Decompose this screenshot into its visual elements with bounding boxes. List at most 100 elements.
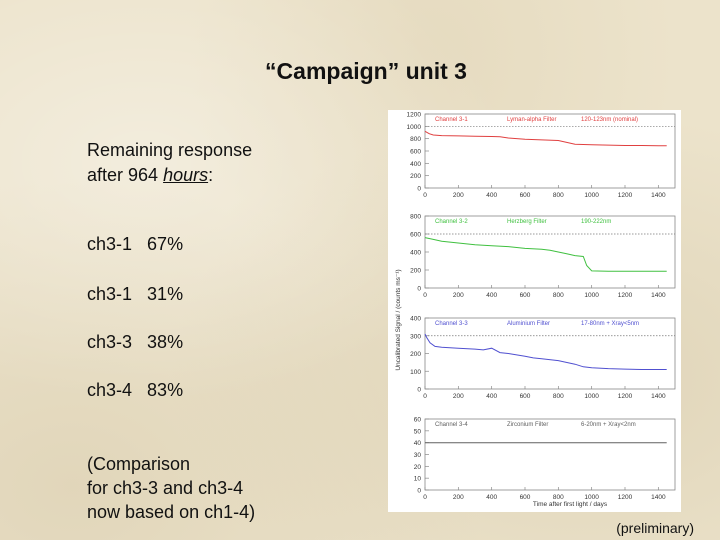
response-channel: ch3-3 — [87, 332, 133, 352]
panel-filter-label: Zirconium Filter — [507, 422, 548, 428]
y-tick-label: 400 — [410, 161, 421, 168]
x-tick-label: 600 — [520, 192, 531, 199]
y-tick-label: 40 — [414, 440, 422, 447]
x-tick-label: 0 — [423, 192, 427, 199]
y-tick-label: 0 — [417, 488, 421, 495]
y-tick-label: 200 — [410, 173, 421, 180]
response-row-1: ch3-1 67% — [87, 234, 183, 255]
x-tick-label: 200 — [453, 494, 464, 501]
series-line — [424, 333, 667, 370]
y-tick-label: 200 — [410, 268, 421, 275]
x-tick-label: 1400 — [651, 292, 666, 299]
x-tick-label: 1400 — [651, 393, 666, 400]
comparison-note: (Comparison for ch3-3 and ch3-4 now base… — [87, 452, 255, 524]
x-tick-label: 0 — [423, 393, 427, 400]
panel-channel-label: Channel 3-2 — [435, 219, 468, 225]
y-tick-label: 200 — [410, 351, 421, 358]
panel-frame — [424, 418, 676, 491]
panel-frame — [424, 215, 676, 289]
x-tick-label: 1400 — [651, 494, 666, 501]
y-tick-label: 10 — [414, 476, 422, 483]
y-tick-label: 600 — [410, 149, 421, 156]
response-channel: ch3-4 — [87, 380, 133, 400]
x-tick-label: 800 — [553, 292, 564, 299]
x-tick-label: 600 — [520, 494, 531, 501]
x-tick-label: 1000 — [584, 494, 599, 501]
x-tick-label: 400 — [486, 192, 497, 199]
x-tick-label: 1200 — [618, 494, 633, 501]
panel-filter-label: Herzberg Filter — [507, 219, 547, 225]
series-line — [424, 237, 667, 272]
panel-range-label: 190-222nm — [581, 219, 611, 225]
panel-range-label: 6-20nm + Xray<2nm — [581, 422, 636, 428]
x-tick-label: 600 — [520, 393, 531, 400]
y-tick-label: 600 — [410, 232, 421, 239]
x-tick-label: 1200 — [618, 292, 633, 299]
response-value: 83% — [147, 380, 184, 400]
intro-line-1: Remaining response — [87, 140, 253, 160]
x-tick-label: 200 — [453, 192, 464, 199]
response-value: 31% — [147, 284, 184, 304]
y-tick-label: 0 — [417, 387, 421, 394]
panel-frame — [424, 317, 676, 390]
y-tick-label: 800 — [410, 136, 421, 143]
response-channel: ch3-1 — [87, 234, 133, 254]
preliminary-label: (preliminary) — [616, 520, 694, 536]
x-tick-label: 200 — [453, 393, 464, 400]
y-tick-label: 50 — [414, 428, 422, 435]
x-tick-label: 1000 — [584, 292, 599, 299]
panel-channel-label: Channel 3-1 — [435, 117, 468, 123]
y-tick-label: 30 — [414, 452, 422, 459]
y-tick-label: 100 — [410, 369, 421, 376]
panel-channel-label: Channel 3-3 — [435, 321, 468, 327]
series-line — [424, 130, 667, 147]
response-row-4: ch3-4 83% — [87, 380, 183, 401]
x-tick-label: 1000 — [584, 393, 599, 400]
x-tick-label: 1200 — [618, 393, 633, 400]
x-tick-label: 400 — [486, 292, 497, 299]
note-line-2: for ch3-3 and ch3-4 — [87, 478, 244, 498]
x-tick-label: 400 — [486, 393, 497, 400]
panel-range-label: 120-123nm (nominal) — [581, 117, 638, 123]
x-tick-label: 800 — [553, 393, 564, 400]
x-tick-label: 1000 — [584, 192, 599, 199]
y-tick-label: 800 — [410, 214, 421, 221]
response-value: 38% — [147, 332, 184, 352]
response-value: 67% — [147, 234, 184, 254]
x-tick-label: 800 — [553, 192, 564, 199]
panel-filter-label: Aluminium Filter — [507, 321, 550, 327]
y-tick-label: 1000 — [407, 124, 422, 131]
intro-unit: hours — [163, 165, 209, 185]
y-tick-label: 20 — [414, 464, 422, 471]
y-tick-label: 300 — [410, 333, 421, 340]
x-tick-label: 1400 — [651, 192, 666, 199]
slide-title: “Campaign” unit 3 — [265, 58, 467, 84]
y-tick-label: 1200 — [407, 112, 422, 119]
y-tick-label: 400 — [410, 316, 421, 323]
panel-range-label: 17-80nm + Xray<5nm — [581, 321, 639, 327]
x-tick-label: 1200 — [618, 192, 633, 199]
y-tick-label: 0 — [417, 186, 421, 193]
y-tick-label: 400 — [410, 250, 421, 257]
x-tick-label: 0 — [423, 494, 427, 501]
y-axis-label: Uncalibrated Signal / (counts ms⁻¹) — [395, 269, 402, 370]
note-line-3: now based on ch1-4) — [87, 502, 256, 522]
x-tick-label: 800 — [553, 494, 564, 501]
x-tick-label: 600 — [520, 292, 531, 299]
intro-suffix: : — [208, 165, 214, 185]
x-tick-label: 400 — [486, 494, 497, 501]
intro-text: Remaining response after 964 hours: — [87, 138, 252, 188]
x-axis-label: Time after first light / days — [533, 501, 608, 508]
y-tick-label: 60 — [414, 417, 422, 424]
panel-frame — [424, 113, 676, 189]
x-tick-label: 200 — [453, 292, 464, 299]
response-row-3: ch3-3 38% — [87, 332, 183, 353]
y-tick-label: 0 — [417, 286, 421, 293]
intro-prefix: after 964 — [87, 165, 164, 185]
x-tick-label: 0 — [423, 292, 427, 299]
response-row-2: ch3-1 31% — [87, 284, 183, 305]
response-channel: ch3-1 — [87, 284, 133, 304]
intro-line-2: after 964 hours: — [87, 163, 252, 188]
panel-channel-label: Channel 3-4 — [435, 422, 468, 428]
